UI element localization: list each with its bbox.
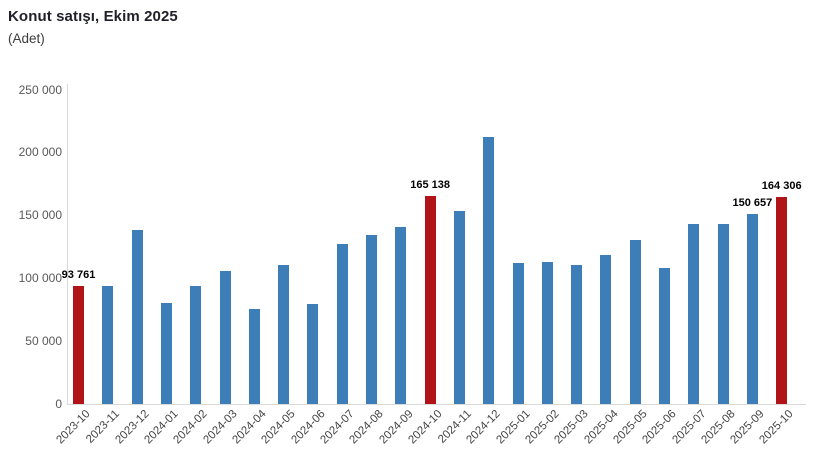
bar-2023-10[interactable] xyxy=(73,286,84,404)
data-label-2025-10: 164 306 xyxy=(761,180,802,193)
bar-2025-02[interactable] xyxy=(541,262,553,404)
x-axis-line xyxy=(67,404,806,405)
bar-2024-08[interactable] xyxy=(366,235,377,404)
bar-2024-11[interactable] xyxy=(453,210,465,404)
bar-2025-05[interactable] xyxy=(629,240,641,404)
bar-2025-07[interactable] xyxy=(688,224,700,404)
bar-2024-06[interactable] xyxy=(307,304,319,404)
bar-2025-01[interactable] xyxy=(512,262,524,404)
chart-title: Konut satışı, Ekim 2025 xyxy=(8,8,178,25)
bar-2025-04[interactable] xyxy=(600,255,612,404)
data-label-2025-09: 150 657 xyxy=(732,197,773,210)
data-label-2023-10: 93 761 xyxy=(61,269,96,282)
bar-2023-11[interactable] xyxy=(102,285,114,404)
bar-2025-09[interactable] xyxy=(746,214,758,404)
y-axis-tick-label: 200 000 xyxy=(18,145,62,160)
bar-2024-09[interactable] xyxy=(395,226,407,404)
bar-2024-03[interactable] xyxy=(219,271,231,404)
bar-2024-02[interactable] xyxy=(190,285,202,404)
bar-2024-04[interactable] xyxy=(248,308,260,404)
bar-2024-12[interactable] xyxy=(483,136,495,404)
bar-2025-08[interactable] xyxy=(717,223,729,404)
bar-2024-05[interactable] xyxy=(278,264,290,404)
bar-2024-01[interactable] xyxy=(160,302,172,404)
bar-2024-10[interactable] xyxy=(424,196,436,404)
bar-2025-06[interactable] xyxy=(659,268,670,404)
y-axis-tick-label: 50 000 xyxy=(25,334,62,349)
y-axis-tick-label: 0 xyxy=(55,397,62,411)
bar-2025-10[interactable] xyxy=(776,197,788,404)
y-axis-tick-label: 100 000 xyxy=(18,271,62,286)
bar-2023-12[interactable] xyxy=(131,229,143,404)
y-axis-tick-label: 150 000 xyxy=(18,208,62,223)
bar-2025-03[interactable] xyxy=(571,264,583,404)
chart-subtitle: (Adet) xyxy=(8,31,45,46)
bar-2024-07[interactable] xyxy=(336,244,348,404)
y-axis-line xyxy=(67,84,68,404)
y-axis-tick-label: 250 000 xyxy=(18,82,62,97)
data-label-2024-10: 165 138 xyxy=(410,179,450,192)
